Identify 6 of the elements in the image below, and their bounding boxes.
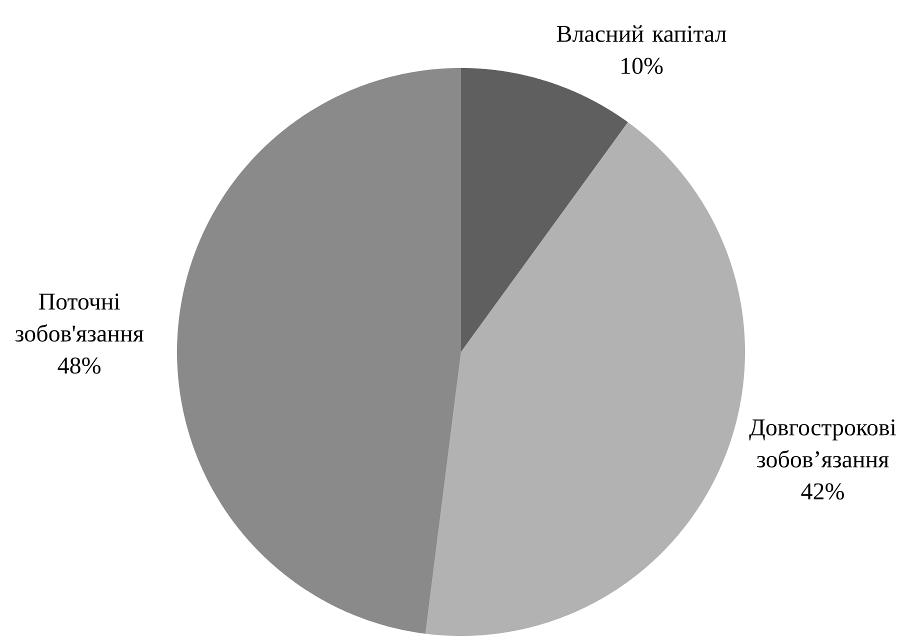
data-label: 42% xyxy=(801,483,844,500)
slice-label: Довгострокові зобов’язання xyxy=(749,419,896,468)
slice-label: Власний капітал xyxy=(556,25,726,42)
data-label: 10% xyxy=(622,58,663,74)
data-label: 48% xyxy=(58,357,100,374)
slice-label: Поточні зобов'язання xyxy=(15,294,144,342)
